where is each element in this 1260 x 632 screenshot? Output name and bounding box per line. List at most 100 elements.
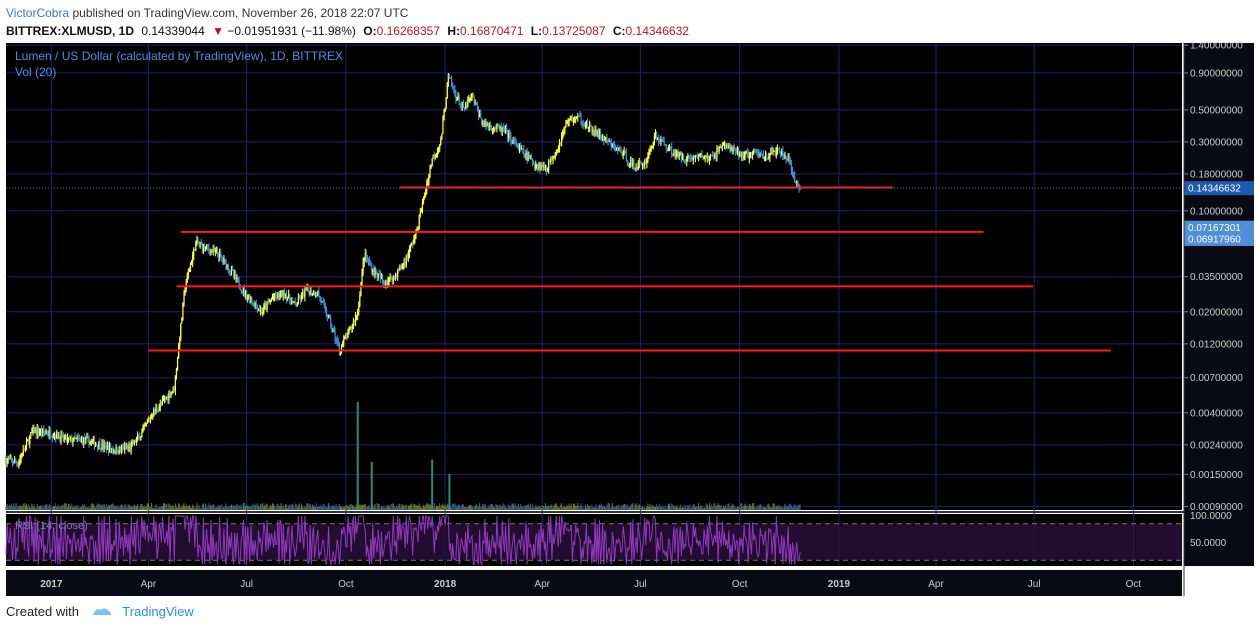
volume-bar: [636, 506, 638, 510]
candle-body: [675, 153, 677, 156]
volume-bar: [509, 506, 511, 510]
volume-bar: [775, 505, 777, 510]
candle-body: [97, 444, 99, 448]
volume-bar: [631, 503, 633, 510]
candle-body: [35, 429, 37, 435]
volume-bar: [106, 506, 108, 510]
candle-body: [667, 148, 670, 151]
volume-bar: [780, 506, 782, 510]
volume-bar: [143, 505, 145, 510]
candle-body: [400, 266, 402, 268]
volume-bar: [674, 505, 676, 510]
ohlc-low-label: L:: [530, 24, 543, 38]
volume-bar: [115, 506, 117, 510]
candle-body: [411, 242, 413, 246]
volume-bar: [414, 503, 416, 510]
candle-body: [782, 150, 784, 156]
candle-body: [48, 430, 50, 435]
volume-bar: [82, 504, 84, 510]
volume-bar: [506, 507, 508, 510]
candle-body: [566, 122, 568, 124]
volume-bar: [637, 504, 639, 510]
volume-bar: [350, 504, 352, 510]
volume-bar: [75, 504, 77, 510]
price-chart[interactable]: 2017 Apr Jul Oct 2018 Apr Jul Oct 2019 Apr Jul Oct1…: [0, 40, 1260, 600]
volume-bar: [452, 503, 454, 510]
candle-body: [88, 437, 90, 445]
volume-bar: [420, 507, 422, 510]
candle-body: [64, 435, 66, 438]
candle-body: [726, 146, 728, 148]
candle-body: [390, 276, 392, 280]
candle-body: [264, 305, 266, 307]
candle-body: [29, 436, 31, 444]
candle-body: [610, 142, 612, 147]
candle-body: [655, 132, 658, 139]
candle-body: [305, 289, 307, 291]
volume-bar: [172, 505, 174, 510]
volume-bar: [199, 507, 201, 510]
volume-bar: [687, 505, 689, 510]
volume-bar: [154, 507, 156, 510]
candle-body: [709, 155, 712, 157]
candle-body: [438, 148, 440, 150]
volume-bar: [779, 505, 781, 510]
volume-bar: [309, 504, 311, 510]
candle-body: [629, 163, 631, 165]
candle-body: [248, 296, 250, 298]
volume-bar: [621, 506, 623, 510]
volume-bar: [702, 507, 704, 510]
candle-body: [340, 345, 343, 351]
volume-bar: [334, 506, 336, 510]
candle-body: [557, 148, 559, 150]
candle-body: [694, 155, 697, 158]
volume-bar: [24, 505, 26, 510]
candle-body: [618, 148, 620, 151]
candle-body: [373, 269, 375, 274]
y-tick-label: 0.90000000: [1190, 68, 1243, 79]
volume-bar: [374, 503, 376, 510]
candle-body: [720, 146, 722, 149]
candle-body: [520, 146, 522, 149]
candle-body: [702, 157, 704, 159]
volume-bar: [399, 503, 401, 510]
candle-body: [197, 239, 199, 244]
candle-body: [636, 167, 638, 170]
volume-bar: [427, 503, 429, 510]
volume-bar: [274, 506, 276, 510]
volume-bar: [522, 506, 524, 510]
candle-body: [47, 434, 49, 436]
candle-body: [625, 152, 627, 161]
candle-body: [576, 116, 578, 118]
candle-body: [775, 149, 777, 156]
volume-bar: [164, 503, 166, 510]
candle-body: [203, 244, 206, 249]
volume-bar: [241, 507, 243, 510]
candle-body: [499, 126, 501, 129]
volume-bar: [66, 506, 68, 510]
candle-body: [640, 162, 643, 166]
candle-body: [414, 234, 416, 240]
y-tick-label: 0.00700000: [1190, 373, 1243, 384]
volume-bar: [533, 507, 535, 510]
author-link[interactable]: VictorCobra: [6, 6, 70, 20]
candle-body: [30, 432, 32, 437]
candle-body: [174, 376, 176, 391]
volume-bar: [406, 507, 408, 510]
candle-body: [509, 133, 511, 135]
volume-bar: [554, 503, 556, 510]
candle-body: [319, 296, 321, 298]
candle-body: [123, 448, 125, 451]
volume-bar: [633, 507, 635, 510]
candle-body: [255, 304, 257, 307]
volume-bar: [32, 506, 34, 510]
volume-bar: [703, 507, 705, 510]
volume-bar: [546, 506, 548, 510]
volume-bar: [145, 505, 147, 510]
volume-bar: [649, 503, 651, 510]
volume-bar: [512, 503, 514, 510]
candle-body: [630, 160, 632, 164]
y-tick-label: 0.03500000: [1190, 272, 1243, 283]
tradingview-link[interactable]: TradingView: [122, 604, 194, 619]
volume-bar: [526, 505, 528, 510]
